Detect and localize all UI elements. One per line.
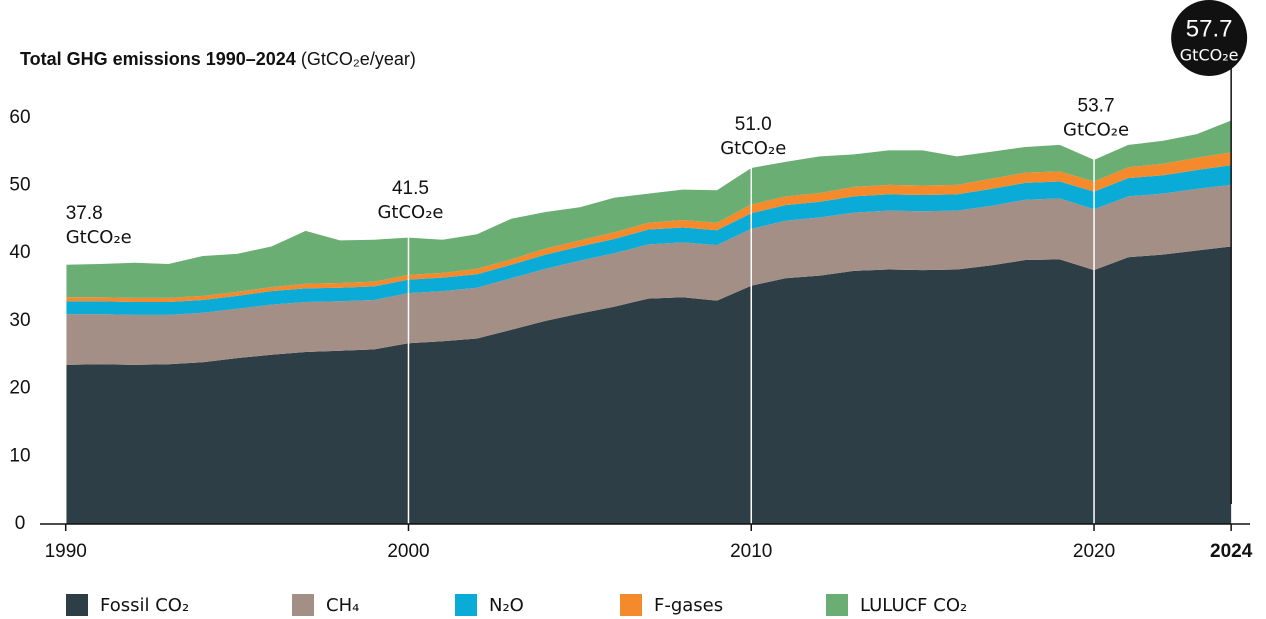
legend-swatch <box>292 594 314 616</box>
legend-label: LULUCF CO₂ <box>860 595 967 616</box>
area <box>65 120 1232 298</box>
x-tick-label: 2000 <box>387 541 429 562</box>
legend-label: N₂O <box>489 595 524 616</box>
area <box>65 152 1232 302</box>
unit: (GtCO₂e/year) <box>301 49 416 69</box>
legend-swatch <box>455 594 477 616</box>
badge <box>1171 0 1248 76</box>
annotation: 37.8 GtCO₂e <box>66 203 132 248</box>
legend-label: F-gases <box>654 595 723 616</box>
area <box>65 184 1232 365</box>
legend-item: N₂O <box>455 594 524 616</box>
annotation: 57.7 GtCO₂e <box>1171 0 1248 76</box>
legend-item: LULUCF CO₂ <box>826 594 967 616</box>
y-tick-label: 50 <box>9 175 30 196</box>
area <box>65 246 1232 524</box>
legend-swatch <box>66 594 88 616</box>
x-tick-label: 1990 <box>45 541 87 562</box>
annotation-unit: GtCO₂e <box>66 227 132 248</box>
legend-item: Fossil CO₂ <box>66 594 189 616</box>
legend-item: F-gases <box>620 594 723 616</box>
annotation-unit: GtCO₂e <box>1063 119 1129 140</box>
y-tick-label: 0 <box>15 513 26 534</box>
legend-item: CH₄ <box>292 594 359 616</box>
y-tick-label: 10 <box>9 445 30 466</box>
y-tick-label: 20 <box>9 378 30 399</box>
annotation-value: 57.7 <box>1186 15 1233 42</box>
x-tick-label: 2024 <box>1210 541 1253 562</box>
y-tick-label: 40 <box>9 242 30 263</box>
annotation-unit: GtCO₂e <box>1180 46 1239 65</box>
annotation-value: 53.7 <box>1078 96 1115 117</box>
annotation-unit: GtCO₂e <box>377 202 443 223</box>
x-tick-label: 2010 <box>730 541 772 562</box>
annotation-value: 41.5 <box>392 178 429 199</box>
legend-label: Fossil CO₂ <box>100 595 189 616</box>
y-tick-label: 60 <box>9 107 30 128</box>
annotation: 41.5 GtCO₂e <box>377 178 443 223</box>
legend-label: CH₄ <box>326 595 359 616</box>
chart-title: Total GHG emissions 1990–2024 (GtCO₂e/ye… <box>20 49 416 69</box>
x-tick-label: 2020 <box>1073 541 1115 562</box>
annotation: 51.0 GtCO₂e <box>720 114 786 159</box>
annotation-unit: GtCO₂e <box>720 138 786 159</box>
annotation-value: 51.0 <box>735 114 772 135</box>
title: Total GHG emissions 1990–2024 <box>20 49 296 69</box>
area <box>65 165 1232 315</box>
y-tick-label: 30 <box>9 310 30 331</box>
legend-swatch <box>620 594 642 616</box>
annotation-value: 37.8 <box>66 203 103 224</box>
legend-swatch <box>826 594 848 616</box>
